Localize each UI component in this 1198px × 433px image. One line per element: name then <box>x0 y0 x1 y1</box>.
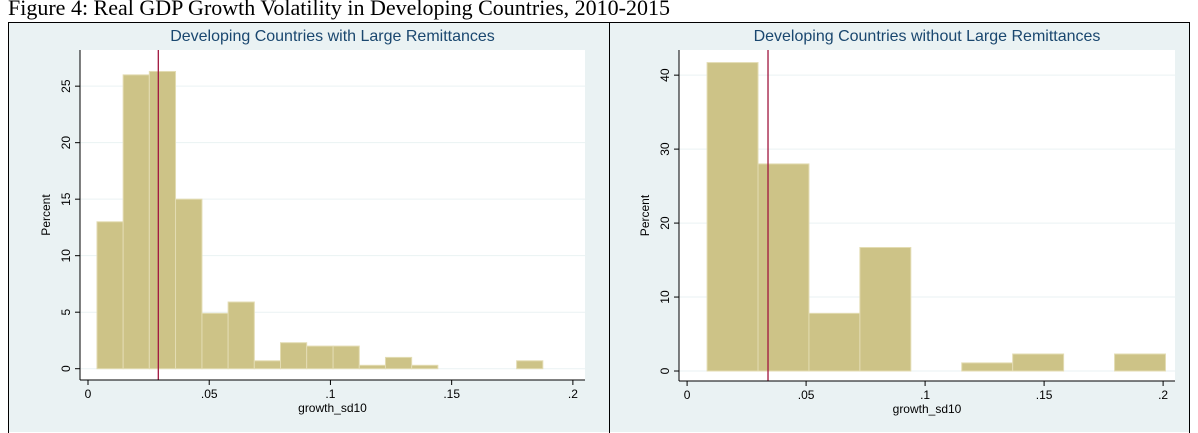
bar <box>96 221 124 370</box>
y-tick-label: 20 <box>59 136 73 150</box>
x-tick-label: .15 <box>443 387 460 401</box>
x-tick-label: .05 <box>201 387 218 401</box>
bar <box>227 301 255 370</box>
bar <box>859 246 912 372</box>
bar <box>1114 353 1166 372</box>
bar <box>516 360 544 370</box>
bar <box>757 163 810 372</box>
y-tick-label: 40 <box>658 68 672 82</box>
x-tick-label: .1 <box>920 388 930 402</box>
x-tick-label: .1 <box>325 387 335 401</box>
x-axis-label: growth_sd10 <box>298 401 367 415</box>
y-tick-label: 10 <box>59 249 73 263</box>
y-tick-label: 0 <box>658 367 672 374</box>
x-tick-label: .05 <box>798 388 815 402</box>
bar <box>1012 353 1065 372</box>
y-tick-label: 25 <box>59 79 73 93</box>
bar <box>279 342 308 370</box>
bar <box>961 362 1014 372</box>
bar <box>411 364 439 370</box>
x-tick-label: 0 <box>85 387 92 401</box>
y-tick-label: 5 <box>59 309 73 316</box>
x-tick-label: .15 <box>1036 388 1053 402</box>
bar <box>384 356 413 370</box>
x-axis-label: growth_sd10 <box>893 402 962 416</box>
bar <box>706 62 759 372</box>
x-tick-label: .2 <box>1158 388 1168 402</box>
y-tick-label: 30 <box>658 142 672 156</box>
bar <box>253 360 281 370</box>
y-tick-label: 20 <box>658 216 672 230</box>
y-tick-label: 15 <box>59 192 73 206</box>
y-axis-label: Percent <box>39 194 53 236</box>
chart-title: Developing Countries without Large Remit… <box>754 28 1101 45</box>
figure-title: Figure 4: Real GDP Growth Volatility in … <box>8 0 670 20</box>
bar <box>358 364 386 370</box>
bar <box>122 74 150 370</box>
y-tick-label: 10 <box>658 290 672 304</box>
bar <box>306 345 334 370</box>
bar <box>808 312 861 372</box>
bar <box>175 198 203 370</box>
panel-frame <box>609 22 1190 433</box>
bar <box>332 345 360 370</box>
y-axis-label: Percent <box>638 194 652 236</box>
chart-title: Developing Countries with Large Remittan… <box>170 28 495 45</box>
y-tick-label: 0 <box>59 365 73 372</box>
x-tick-label: 0 <box>684 388 691 402</box>
x-tick-label: .2 <box>568 387 578 401</box>
bar <box>148 70 177 370</box>
bar <box>201 312 229 370</box>
